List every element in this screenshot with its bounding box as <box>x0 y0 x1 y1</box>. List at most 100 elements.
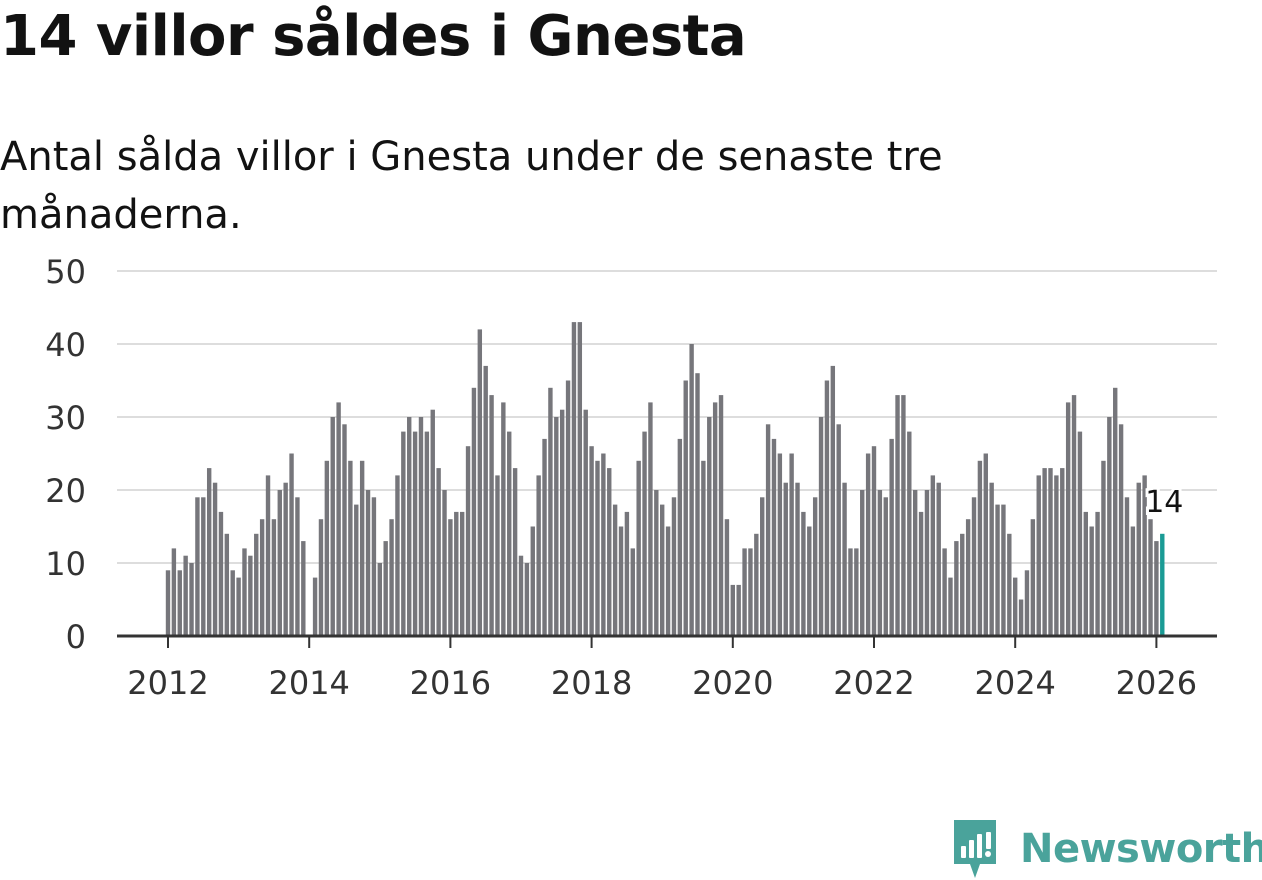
bar <box>818 417 824 636</box>
newsworthy-logo: Newsworthy <box>950 818 1262 880</box>
y-tick-label: 10 <box>45 545 86 583</box>
bar <box>471 387 477 636</box>
bar <box>206 468 212 636</box>
bar <box>954 541 959 636</box>
bar <box>448 519 453 636</box>
bar <box>383 541 388 636</box>
bar <box>1048 468 1053 636</box>
bar <box>254 533 259 636</box>
newsworthy-icon <box>954 820 996 878</box>
bar <box>1001 504 1006 636</box>
bar <box>359 460 365 636</box>
bar <box>271 519 277 636</box>
bar <box>636 460 641 636</box>
bar <box>277 490 282 636</box>
bar <box>824 380 830 636</box>
bar <box>936 482 941 636</box>
bar <box>395 475 400 636</box>
bar <box>1060 468 1065 636</box>
bar <box>389 519 394 636</box>
bar <box>1101 460 1106 636</box>
bar <box>201 497 206 636</box>
bar <box>948 577 953 636</box>
y-tick-label: 30 <box>45 399 86 437</box>
bar <box>565 380 571 636</box>
brand-name: Newsworthy <box>1020 826 1262 872</box>
bar <box>807 526 812 636</box>
chart-subtitle: Antal sålda villor i Gnesta under de sen… <box>0 134 943 238</box>
bar <box>883 497 888 636</box>
bar <box>760 497 765 636</box>
bar <box>312 577 318 636</box>
bar <box>607 468 612 636</box>
bar <box>318 519 324 636</box>
bar <box>177 570 182 636</box>
bar <box>742 548 747 636</box>
bar <box>424 431 430 636</box>
bar <box>695 373 700 636</box>
bar <box>865 453 871 636</box>
bar <box>842 482 847 636</box>
bar <box>724 519 730 636</box>
bar <box>871 446 877 636</box>
bar <box>407 417 412 636</box>
bar <box>459 511 465 636</box>
bar-highlight <box>1160 533 1165 636</box>
bar <box>342 424 347 636</box>
x-tick-label: 2022 <box>833 664 914 702</box>
y-tick-label: 0 <box>66 618 86 656</box>
bar <box>665 526 671 636</box>
bar <box>418 417 424 636</box>
bar <box>542 438 547 636</box>
bar <box>301 541 306 636</box>
bar <box>512 468 518 636</box>
bar <box>630 548 635 636</box>
bar <box>812 497 818 636</box>
bar <box>548 387 553 636</box>
bar <box>507 431 512 636</box>
bar <box>736 584 741 636</box>
bar <box>242 548 247 636</box>
bar <box>1018 599 1024 636</box>
bar <box>1007 533 1012 636</box>
bar <box>189 563 194 636</box>
bar <box>671 497 677 636</box>
bar <box>801 511 806 636</box>
bar <box>889 438 894 636</box>
bar <box>860 490 865 636</box>
bar <box>942 548 947 636</box>
bar <box>689 344 694 636</box>
bar <box>701 460 706 636</box>
bar <box>595 460 600 636</box>
bar <box>612 504 618 636</box>
bar <box>465 446 471 636</box>
bar <box>707 417 712 636</box>
bar <box>1042 468 1047 636</box>
bar <box>1118 424 1124 636</box>
bar <box>1107 417 1112 636</box>
bar <box>677 438 683 636</box>
y-tick-label: 20 <box>45 472 86 510</box>
x-tick-label: 2014 <box>268 664 349 702</box>
bar <box>224 533 230 636</box>
bar <box>712 402 718 636</box>
bar <box>430 409 435 636</box>
bar <box>848 548 853 636</box>
x-tick-label: 2012 <box>127 664 208 702</box>
bar <box>436 468 441 636</box>
bar <box>259 519 265 636</box>
bar <box>918 511 924 636</box>
y-tick-label: 40 <box>45 326 86 364</box>
x-tick-label: 2026 <box>1116 664 1197 702</box>
x-tick-label: 2024 <box>974 664 1055 702</box>
bar <box>171 548 177 636</box>
bar <box>683 380 688 636</box>
bar <box>336 402 341 636</box>
bar <box>912 490 918 636</box>
bar <box>571 322 577 636</box>
bar <box>1071 395 1077 636</box>
bar <box>1124 497 1130 636</box>
bar <box>536 475 541 636</box>
bar <box>830 365 836 636</box>
bar <box>1077 431 1083 636</box>
